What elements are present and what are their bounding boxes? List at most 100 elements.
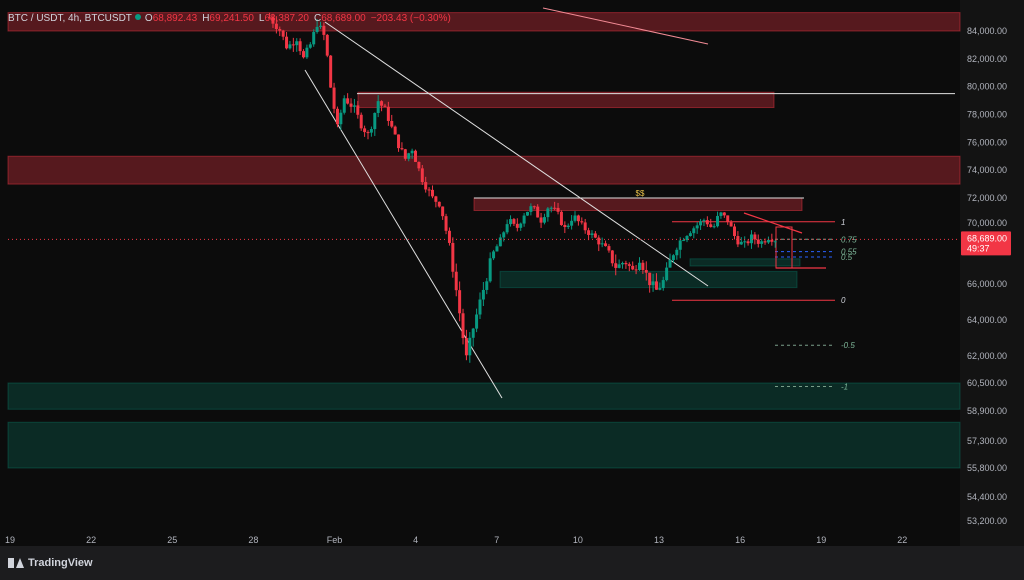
- candle-body[interactable]: [502, 232, 506, 238]
- candle-body[interactable]: [719, 212, 723, 216]
- candle-body[interactable]: [515, 223, 519, 228]
- candle-body[interactable]: [495, 246, 499, 252]
- candle-body[interactable]: [525, 211, 529, 216]
- candle-body[interactable]: [458, 290, 462, 314]
- descending-trendline[interactable]: [324, 21, 709, 287]
- candle-body[interactable]: [335, 108, 339, 125]
- candle-body[interactable]: [322, 25, 326, 35]
- candle-body[interactable]: [485, 281, 489, 290]
- candle-body[interactable]: [285, 36, 289, 49]
- candle-body[interactable]: [614, 263, 618, 268]
- candle-body[interactable]: [539, 217, 543, 223]
- candle-body[interactable]: [627, 264, 631, 266]
- candle-body[interactable]: [570, 220, 574, 226]
- candle-body[interactable]: [318, 25, 322, 27]
- candle-body[interactable]: [291, 44, 295, 46]
- candle-body[interactable]: [671, 255, 675, 260]
- candle-body[interactable]: [383, 105, 387, 107]
- candle-body[interactable]: [600, 243, 604, 245]
- flag-box[interactable]: [775, 226, 793, 269]
- candle-body[interactable]: [641, 262, 645, 270]
- candle-body[interactable]: [278, 28, 282, 31]
- candle-body[interactable]: [763, 241, 767, 243]
- candle-body[interactable]: [298, 41, 302, 52]
- candle-body[interactable]: [315, 26, 319, 33]
- candle-body[interactable]: [349, 103, 353, 107]
- supply-zone[interactable]: [357, 91, 775, 109]
- candle-body[interactable]: [722, 212, 726, 216]
- candle-body[interactable]: [580, 221, 584, 223]
- candle-body[interactable]: [695, 225, 699, 229]
- candle-body[interactable]: [529, 206, 533, 212]
- candle-body[interactable]: [339, 112, 343, 125]
- candle-body[interactable]: [546, 208, 550, 218]
- candle-body[interactable]: [705, 220, 709, 225]
- candle-body[interactable]: [471, 328, 475, 338]
- candle-body[interactable]: [481, 289, 485, 300]
- candle-body[interactable]: [587, 230, 591, 235]
- candle-body[interactable]: [410, 150, 414, 154]
- candle-body[interactable]: [363, 128, 367, 133]
- candle-body[interactable]: [359, 114, 363, 129]
- candle-body[interactable]: [454, 271, 458, 291]
- candle-body[interactable]: [678, 240, 682, 250]
- candle-body[interactable]: [478, 299, 482, 315]
- candle-body[interactable]: [682, 240, 686, 242]
- demand-zone[interactable]: [7, 421, 961, 469]
- candle-body[interactable]: [607, 246, 611, 251]
- candle-body[interactable]: [770, 239, 774, 242]
- candle-body[interactable]: [420, 168, 424, 183]
- candle-body[interactable]: [593, 233, 597, 238]
- candle-body[interactable]: [743, 241, 747, 243]
- supply-zone[interactable]: [7, 12, 961, 32]
- candle-body[interactable]: [430, 189, 434, 197]
- candle-body[interactable]: [312, 32, 316, 45]
- candle-body[interactable]: [509, 219, 513, 225]
- candle-body[interactable]: [522, 215, 526, 224]
- candle-body[interactable]: [756, 239, 760, 244]
- candle-body[interactable]: [661, 280, 665, 289]
- candle-body[interactable]: [736, 236, 740, 245]
- candle-body[interactable]: [532, 206, 536, 208]
- candle-body[interactable]: [583, 222, 587, 231]
- candle-body[interactable]: [505, 224, 509, 233]
- candle-body[interactable]: [434, 196, 438, 202]
- candle-body[interactable]: [519, 223, 523, 228]
- candle-body[interactable]: [302, 51, 306, 58]
- candle-body[interactable]: [407, 153, 411, 159]
- pink-trendline[interactable]: [542, 7, 709, 45]
- candle-body[interactable]: [549, 207, 553, 209]
- candle-body[interactable]: [665, 267, 669, 281]
- candle-body[interactable]: [699, 221, 703, 226]
- candle-body[interactable]: [726, 215, 730, 223]
- last-price-badge[interactable]: [961, 231, 1011, 256]
- candle-body[interactable]: [590, 233, 594, 235]
- candle-body[interactable]: [749, 234, 753, 244]
- candle-body[interactable]: [492, 251, 496, 259]
- candle-body[interactable]: [536, 206, 540, 218]
- candle-body[interactable]: [542, 217, 546, 223]
- candle-body[interactable]: [648, 272, 652, 286]
- candle-body[interactable]: [305, 47, 309, 58]
- candle-body[interactable]: [634, 269, 638, 271]
- candle-body[interactable]: [325, 34, 329, 56]
- candle-body[interactable]: [651, 281, 655, 286]
- candle-body[interactable]: [393, 126, 397, 135]
- candle-body[interactable]: [329, 55, 333, 88]
- candle-body[interactable]: [746, 241, 750, 244]
- candle-body[interactable]: [658, 288, 662, 290]
- candle-body[interactable]: [692, 228, 696, 234]
- candle-body[interactable]: [376, 101, 380, 113]
- candle-body[interactable]: [675, 249, 679, 256]
- tradingview-logo[interactable]: TradingView: [8, 557, 93, 569]
- candle-body[interactable]: [773, 241, 777, 243]
- candle-body[interactable]: [424, 182, 428, 190]
- candle-body[interactable]: [709, 224, 713, 227]
- candle-body[interactable]: [271, 17, 275, 24]
- candle-body[interactable]: [386, 106, 390, 121]
- symbol-title[interactable]: BTC / USDT, 4h, BTCUSDT: [8, 13, 132, 24]
- candle-body[interactable]: [352, 105, 356, 107]
- candle-body[interactable]: [475, 314, 479, 329]
- candle-body[interactable]: [441, 206, 445, 217]
